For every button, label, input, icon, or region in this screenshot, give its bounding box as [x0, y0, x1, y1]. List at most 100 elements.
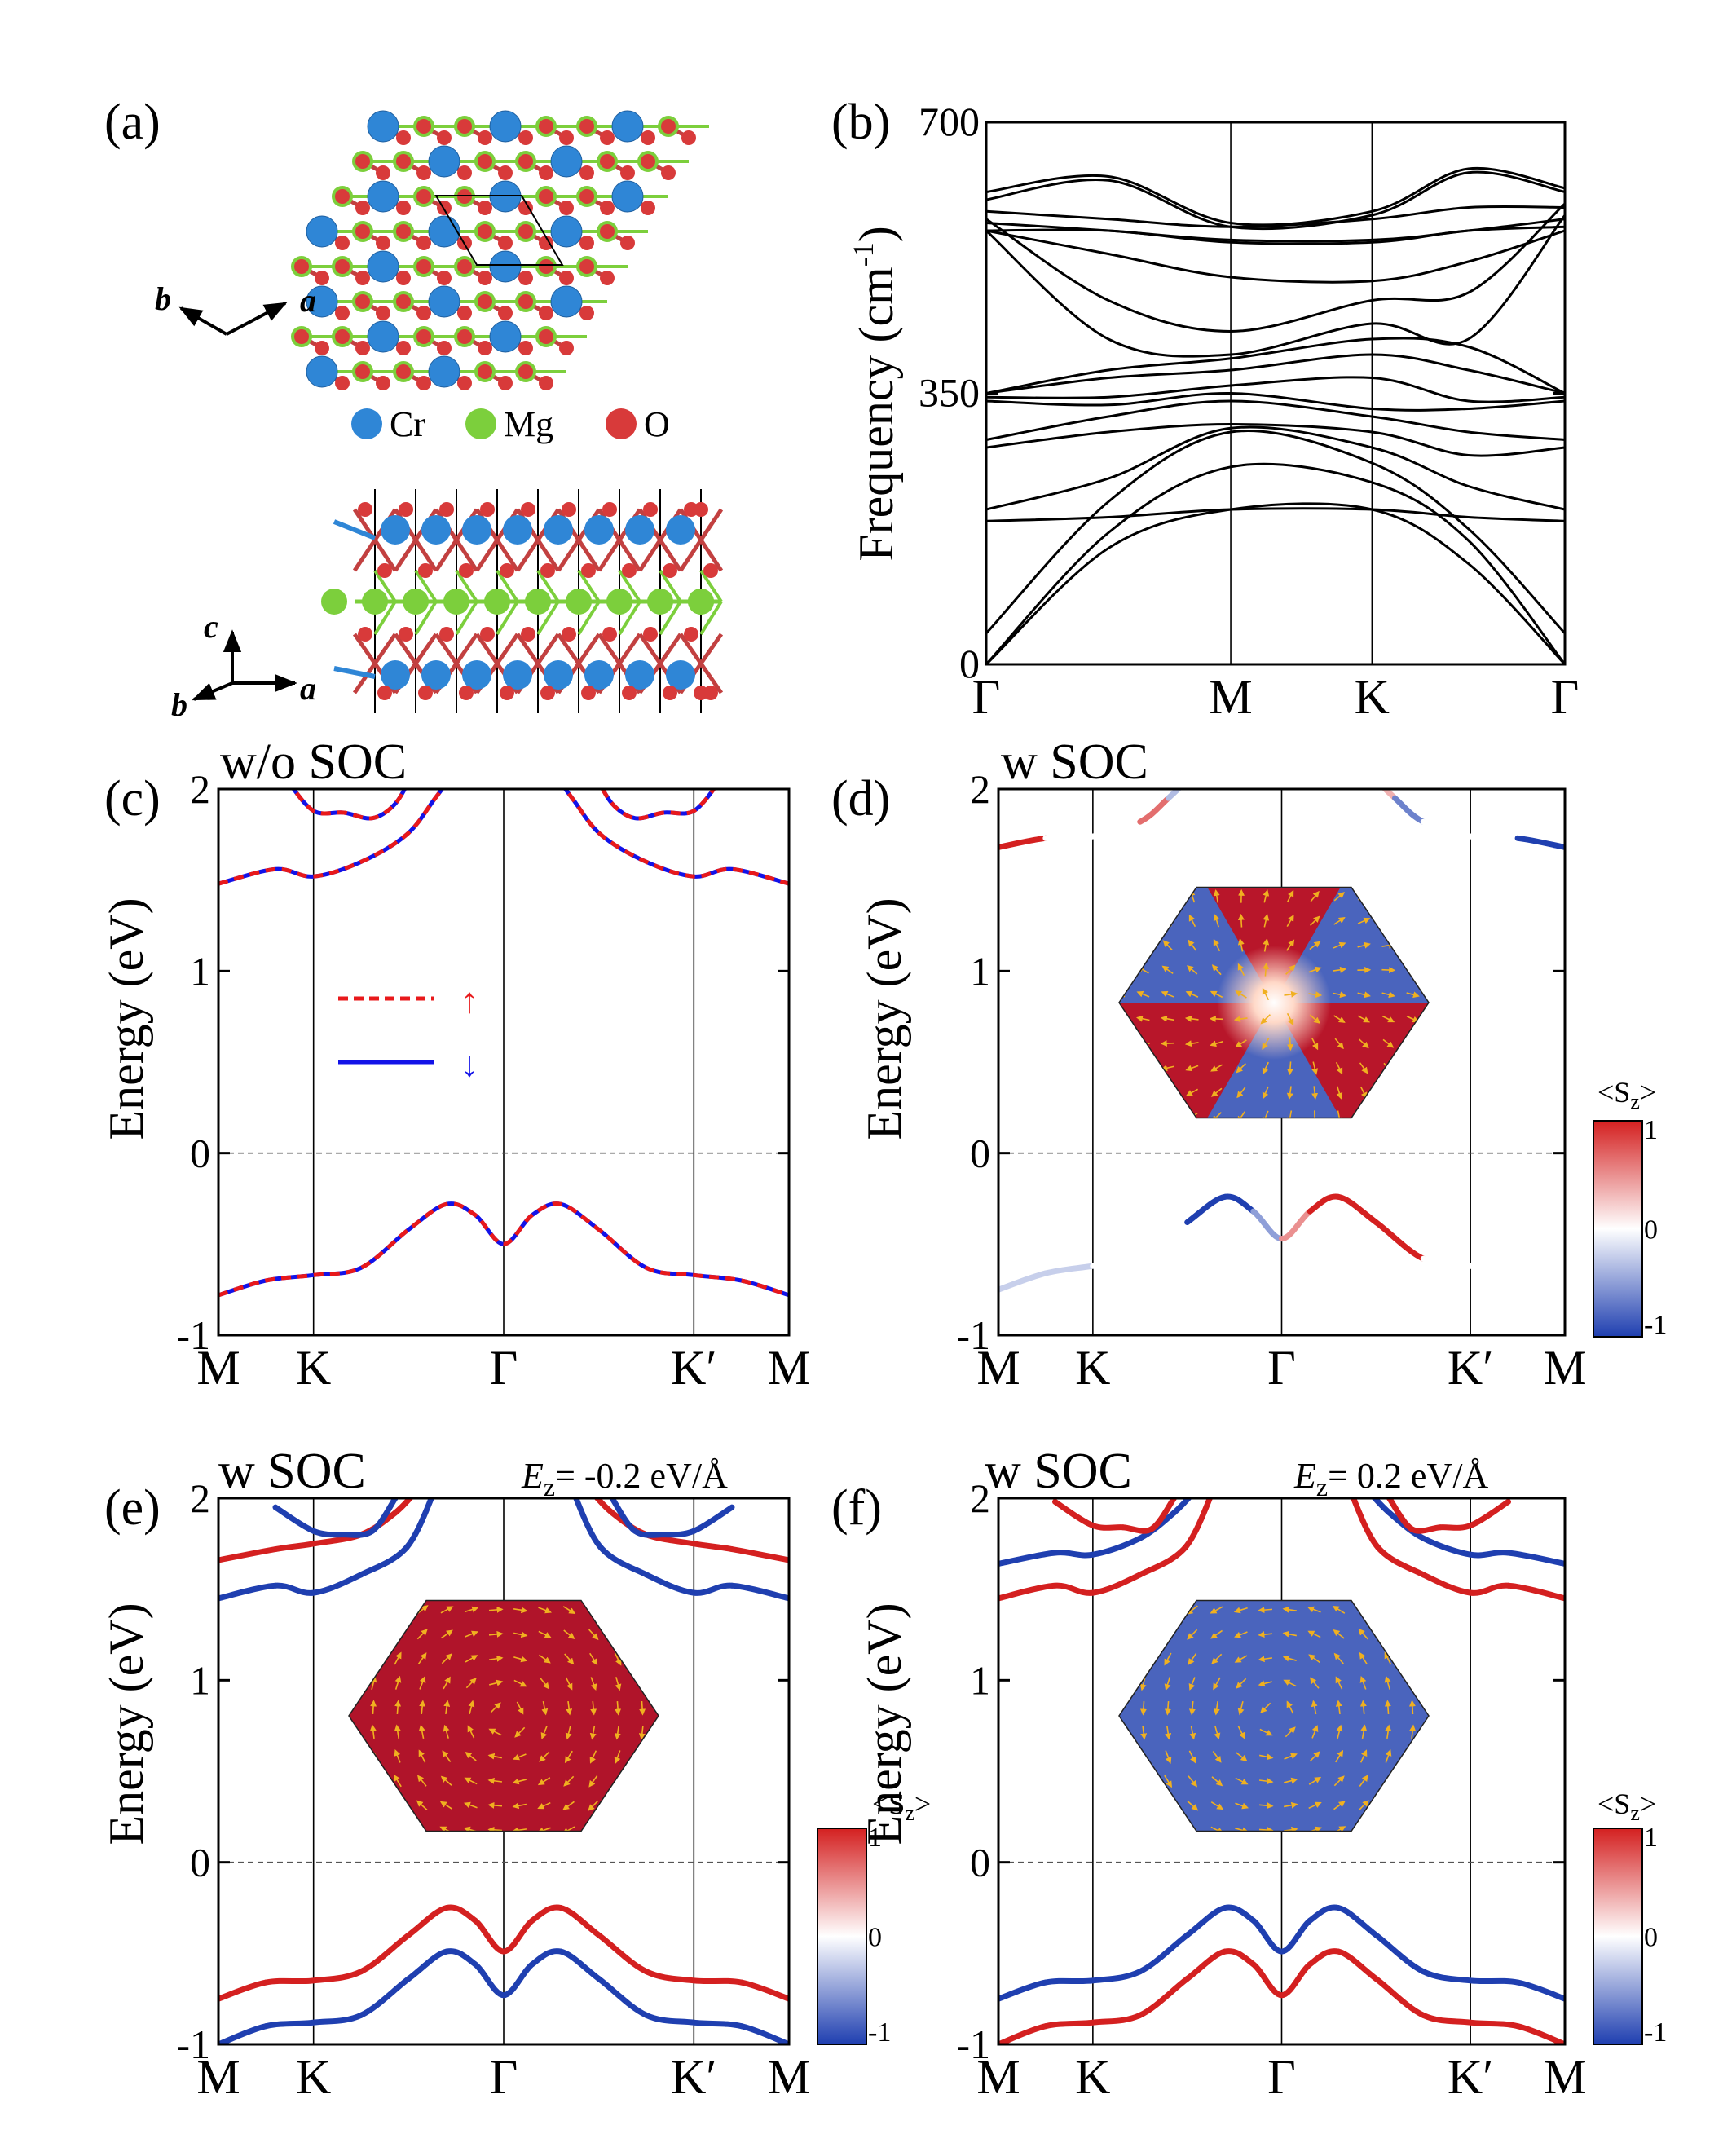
band-frame — [997, 787, 1567, 1337]
band-segment — [660, 1528, 697, 1538]
phonon-branch — [985, 166, 1566, 227]
panel-a-structure: (a) b a Cr Mg O c b a — [104, 95, 724, 723]
band-segment — [632, 1528, 667, 1538]
colorbar-f-title: <Sz> — [1597, 1788, 1656, 1825]
band-segment — [1467, 833, 1521, 841]
band-segment — [1392, 795, 1426, 825]
band-segment — [1090, 1255, 1144, 1269]
band-segment — [690, 1541, 735, 1553]
band-spin-down — [562, 789, 789, 886]
band-segment — [443, 1904, 478, 1924]
panel-c-bands: (c) w/o SOC Energy (eV) ↑ ↓ -1 0 1 2 M K Γ K′ M — [99, 734, 811, 1395]
band-segment — [1184, 1948, 1228, 1982]
band-segment — [443, 1948, 478, 1968]
band-segment — [1420, 1255, 1474, 1269]
band-segment — [1222, 1193, 1257, 1215]
band-kpoint-label: Γ — [1267, 2050, 1296, 2104]
band-segment — [1279, 1208, 1313, 1242]
band-segment — [1514, 2023, 1565, 2044]
band-ytick-label: 2 — [970, 766, 990, 812]
band-segment — [1467, 1550, 1511, 1559]
panel-c-label: (c) — [104, 771, 161, 827]
colorbar-d-title: <Sz> — [1597, 1076, 1656, 1113]
band-segment — [998, 2023, 1049, 2044]
band-segment — [272, 1541, 317, 1553]
band-segment — [1420, 818, 1474, 840]
colorbar — [1593, 1828, 1643, 2045]
band-kpoint-label: K — [1075, 1341, 1110, 1395]
band-segment — [1514, 1270, 1565, 1293]
band-ytick-label: 0 — [190, 1840, 210, 1885]
band-kpoint-label: M — [196, 2050, 240, 2104]
band-segment — [1137, 1219, 1191, 1262]
band-segment — [529, 1904, 564, 1924]
band-segment — [1148, 1498, 1177, 1532]
panel-b-phonon: (b) 0 350 700 Γ M K Γ Frequency (cm-1) — [831, 95, 1579, 724]
band-ytick-label: -1 — [956, 2022, 990, 2067]
band-segment — [643, 1969, 697, 1984]
band-segment — [1514, 1979, 1565, 2002]
band-segment — [218, 1979, 269, 2002]
panel-d-bands: (d) w SOC Energy (eV) -1 0 1 2 M K Γ K′ M 1 0 -1 — [831, 734, 1667, 1395]
band-segment — [1467, 1582, 1511, 1596]
phonon-curves — [985, 166, 1567, 666]
band-segment — [738, 2023, 789, 2044]
band-segment — [1307, 1904, 1342, 1924]
band-segment — [1307, 1193, 1342, 1215]
band-segment — [557, 1948, 602, 1982]
band-segment — [405, 1905, 450, 1938]
band-segment — [1373, 1976, 1426, 2018]
band-segment — [500, 1917, 535, 1955]
phonon-branch — [985, 214, 1567, 358]
band-segment — [1052, 1550, 1096, 1559]
band-segment — [1420, 2012, 1474, 2026]
top-view-lattice — [291, 110, 709, 390]
band-ytick-label: -1 — [176, 2022, 210, 2067]
spin-texture-inset — [1119, 887, 1429, 1118]
top-view-axes: b a — [155, 280, 316, 336]
band-segment — [1250, 1917, 1285, 1955]
band-segment — [1373, 1932, 1426, 1975]
phonon-branch — [985, 353, 1566, 395]
band-kpoint-label: K — [296, 2050, 331, 2104]
colorbar-tick-label: -1 — [868, 2017, 891, 2048]
panel-d-title: w SOC — [1001, 734, 1148, 790]
band-kpoint-label: K′ — [1448, 2050, 1493, 2104]
band-segment — [729, 1582, 789, 1602]
axis-a-side: a — [300, 670, 316, 707]
colorbar-tick-label: -1 — [1644, 1310, 1667, 1340]
band-segment — [369, 1498, 399, 1534]
band-segment — [1467, 1977, 1521, 1986]
band-frame — [217, 1497, 791, 2046]
band-segment — [1279, 1917, 1313, 1955]
band-segment — [1137, 1932, 1191, 1975]
axis-b-top: b — [155, 280, 171, 317]
band-segment — [1137, 1544, 1188, 1578]
band-spin-up — [218, 1201, 789, 1298]
band-kpoint-label: K′ — [1448, 1341, 1493, 1395]
band-kpoint-label: M — [1543, 1341, 1586, 1395]
band-ytick-label: -1 — [956, 1312, 990, 1358]
band-ytick-label: 1 — [190, 948, 210, 994]
panel-e-bands: (e) w SOC Ez= -0.2 eV/Å Energy (eV) -1 0 1… — [99, 1444, 891, 2104]
band-kpoint-label: Γ — [1267, 1341, 1296, 1395]
legend-cr: Cr — [390, 404, 425, 444]
phonon-branch — [985, 507, 1566, 522]
panel-b-frame — [985, 121, 1567, 666]
band-lines — [998, 1498, 1565, 2044]
phonon-ytick-label: 700 — [919, 99, 980, 144]
band-kpoint-label: M — [767, 1341, 810, 1395]
panel-c-title: w/o SOC — [220, 734, 407, 790]
phonon-branch — [985, 337, 1566, 395]
spin-legend: ↑ ↓ — [338, 981, 478, 1084]
panel-d-label: (d) — [831, 771, 890, 827]
band-segment — [998, 1550, 1058, 1567]
band-segment — [998, 1582, 1058, 1602]
colorbar-labels: <Sz> <Sz> <Sz> — [872, 1076, 1656, 1825]
panel-f-bands: (f) w SOC Ez= 0.2 eV/Å Energy (eV) -1 0 1 2… — [831, 1444, 1667, 2104]
phonon-branch — [985, 502, 1567, 666]
colorbar-tick-label: 1 — [1644, 1115, 1658, 1145]
band-segment — [690, 1582, 735, 1596]
band-frame — [217, 787, 791, 1337]
band-segment — [572, 1498, 604, 1550]
